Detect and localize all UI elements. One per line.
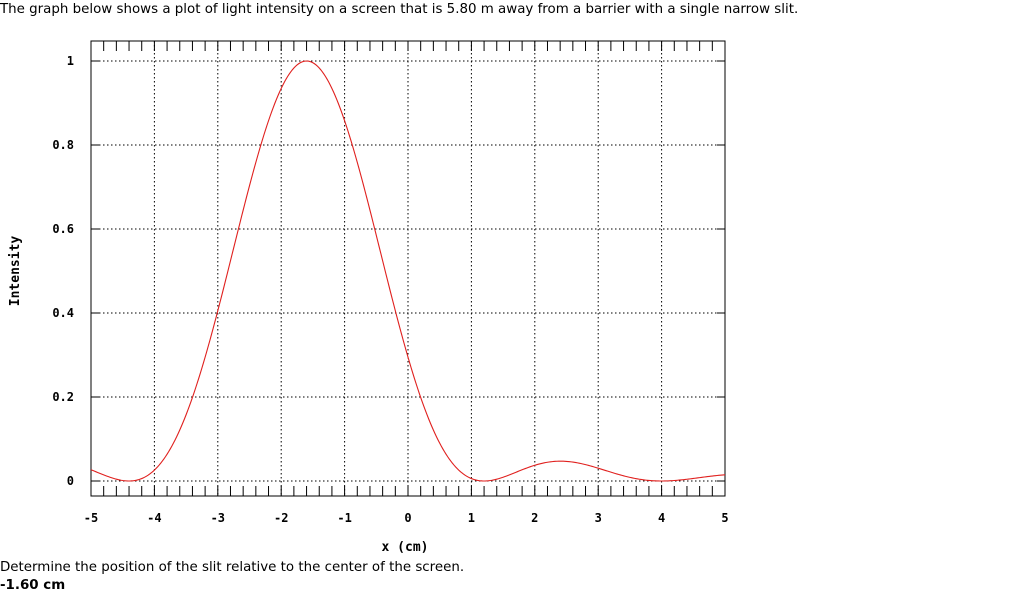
x-tick-label: 1 [468,511,475,525]
x-tick-label: 2 [531,511,538,525]
intensity-curve [90,60,726,482]
x-tick-label: 3 [595,511,602,525]
plot-frame [90,40,726,497]
answer-value: -1.60 cm [0,578,66,593]
y-tick-labels: 0 0.2 0.4 0.6 0.8 1 [52,54,74,488]
y-axis-label: Intensity [8,236,23,307]
x-tick-label: -2 [274,511,288,525]
x-tick-label: 5 [721,511,728,525]
x-tick-label: -1 [337,511,351,525]
y-tick-label: 0.8 [52,138,74,152]
prompt-text: Determine the position of the slit relat… [0,560,465,575]
x-tick-label: 0 [404,511,411,525]
x-tick-label: -3 [211,511,225,525]
y-tick-label: 0.4 [52,306,74,320]
x-tick-label: -5 [84,511,98,525]
y-tick-label: 0 [67,474,74,488]
y-tick-label: 0.2 [52,390,74,404]
y-tick-label: 1 [67,54,74,68]
x-tick-label: -4 [147,511,161,525]
x-tick-labels: -5 -4 -3 -2 -1 0 1 2 3 4 5 [84,511,729,525]
x-tick-label: 4 [658,511,665,525]
question-text: The graph below shows a plot of light in… [0,2,799,17]
x-axis-label: x (cm) [382,540,429,555]
y-tick-label: 0.6 [52,222,74,236]
intensity-chart: -5 -4 -3 -2 -1 0 1 2 3 4 5 0 0.2 0.4 0.6 0.8 1 x (cm) I… [8,40,729,555]
grid-lines [91,41,725,496]
